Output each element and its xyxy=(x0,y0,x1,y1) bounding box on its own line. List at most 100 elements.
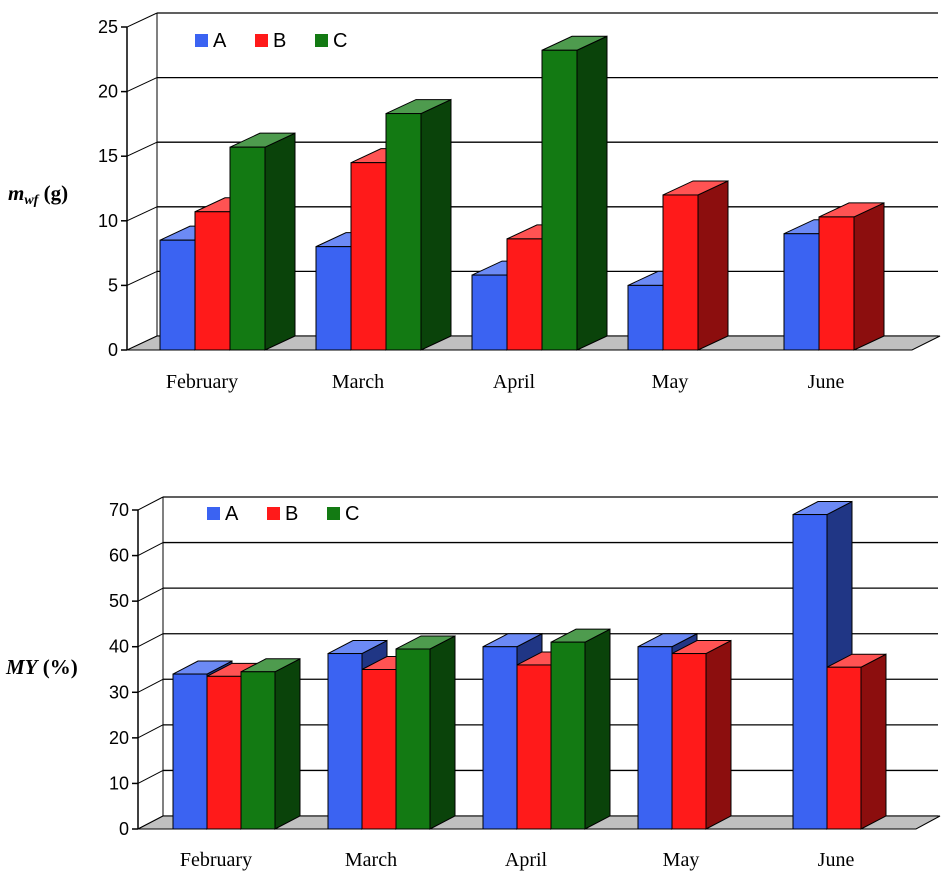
grid-diagonal xyxy=(126,206,158,222)
bar-front xyxy=(792,514,828,830)
bar-front xyxy=(516,664,552,830)
legend-swatch xyxy=(255,34,268,47)
legend-swatch xyxy=(315,34,328,47)
grid-diagonal xyxy=(126,77,158,93)
legend-item-B: B xyxy=(255,30,286,52)
bar-front xyxy=(482,646,518,830)
bar-B-june xyxy=(826,653,887,830)
grid-diagonal xyxy=(137,769,164,784)
bar-front xyxy=(172,673,208,830)
bar-front xyxy=(350,162,387,351)
y-tick-label: 15 xyxy=(98,146,118,166)
y-tick-label: 0 xyxy=(108,340,118,360)
grid-diagonal xyxy=(137,587,164,602)
legend-label: C xyxy=(333,30,347,52)
bar-C-april xyxy=(550,628,611,830)
legend-item-A: A xyxy=(195,30,227,52)
x-tick-label: February xyxy=(180,849,252,871)
bar-front xyxy=(662,194,699,351)
chart-mwf-svg: 0 5 10 15 20 25 mwf (g) February March April May Ju… xyxy=(8,12,941,393)
x-tick-label: June xyxy=(808,371,845,393)
y-tick-label: 10 xyxy=(98,211,118,231)
bar-front xyxy=(240,671,276,830)
x-tick-label: February xyxy=(166,371,238,393)
bar-side xyxy=(576,35,608,351)
bar-side xyxy=(697,180,729,351)
bar-front xyxy=(315,246,352,351)
bar-front xyxy=(818,216,855,351)
y-tick-label: 70 xyxy=(109,500,129,520)
x-tick-label: May xyxy=(652,371,689,393)
y-axis-title: mwf (g) xyxy=(8,181,68,208)
legend-item-A: A xyxy=(207,503,239,525)
legend-swatch xyxy=(195,34,208,47)
bar-front xyxy=(361,669,397,830)
y-tick-label: 20 xyxy=(98,82,118,102)
bar-front xyxy=(506,238,543,351)
chart-my-svg: 0 10 20 30 40 50 60 70 MY (%) February March April M… xyxy=(5,496,941,871)
chart-my: 0 10 20 30 40 50 60 70 MY (%) February March April M… xyxy=(0,440,945,879)
y-tick-label: 60 xyxy=(109,546,129,566)
bar-front xyxy=(627,284,664,351)
bar-side xyxy=(420,98,452,351)
bar-side xyxy=(705,639,732,830)
bar-front xyxy=(229,146,266,351)
legend-swatch xyxy=(207,507,220,520)
bar-side xyxy=(860,653,887,830)
grid-diagonal xyxy=(137,633,164,648)
y-tick-label: 50 xyxy=(109,591,129,611)
legend-swatch xyxy=(327,507,340,520)
y-tick-label: 0 xyxy=(119,819,129,839)
bar-front xyxy=(671,653,707,830)
bar-C-february xyxy=(229,132,296,351)
y-tick-label: 30 xyxy=(109,682,129,702)
x-tick-label: March xyxy=(345,849,397,871)
bar-C-march xyxy=(385,98,452,351)
legend-item-B: B xyxy=(267,503,298,525)
x-tick-label: March xyxy=(332,371,384,393)
y-tick-label: 10 xyxy=(109,773,129,793)
legend-label: B xyxy=(285,503,298,525)
bar-front xyxy=(327,653,363,830)
bar-B-june xyxy=(818,202,885,351)
bar-B-may xyxy=(671,639,732,830)
legend-swatch xyxy=(267,507,280,520)
grid-diagonal xyxy=(137,724,164,739)
bar-front xyxy=(637,646,673,830)
x-tick-label: June xyxy=(818,849,855,871)
grid-diagonal xyxy=(126,12,158,28)
y-tick-label: 40 xyxy=(109,637,129,657)
grid-diagonal xyxy=(137,678,164,693)
bar-front xyxy=(194,211,231,351)
legend-item-C: C xyxy=(315,30,347,52)
grid-diagonal xyxy=(137,496,164,511)
y-tick-label: 20 xyxy=(109,728,129,748)
bar-C-march xyxy=(395,635,456,830)
bar-side xyxy=(264,132,296,351)
bar-side xyxy=(429,635,456,830)
bar-front xyxy=(550,641,586,830)
bar-front xyxy=(541,49,578,351)
x-tick-label: April xyxy=(505,849,548,871)
legend-label: C xyxy=(345,503,359,525)
bar-front xyxy=(826,666,862,830)
bar-front xyxy=(206,675,242,830)
bar-B-may xyxy=(662,180,729,351)
chart-mwf: 0 5 10 15 20 25 mwf (g) February March April May Ju… xyxy=(8,12,941,393)
bar-C-february xyxy=(240,657,301,830)
y-axis-title: MY (%) xyxy=(5,655,78,679)
bar-front xyxy=(159,239,196,351)
bar-front xyxy=(385,113,422,351)
bar-side xyxy=(274,657,301,830)
bar-front xyxy=(395,648,431,830)
grid-diagonal xyxy=(126,141,158,157)
x-tick-label: May xyxy=(663,849,700,871)
y-tick-label: 5 xyxy=(108,275,118,295)
y-tick-label: 25 xyxy=(98,17,118,37)
bar-side xyxy=(853,202,885,351)
legend-label: A xyxy=(213,30,227,52)
grid-diagonal xyxy=(126,270,158,286)
legend-label: A xyxy=(225,503,239,525)
bar-front xyxy=(783,233,820,351)
bar-side xyxy=(584,628,611,830)
